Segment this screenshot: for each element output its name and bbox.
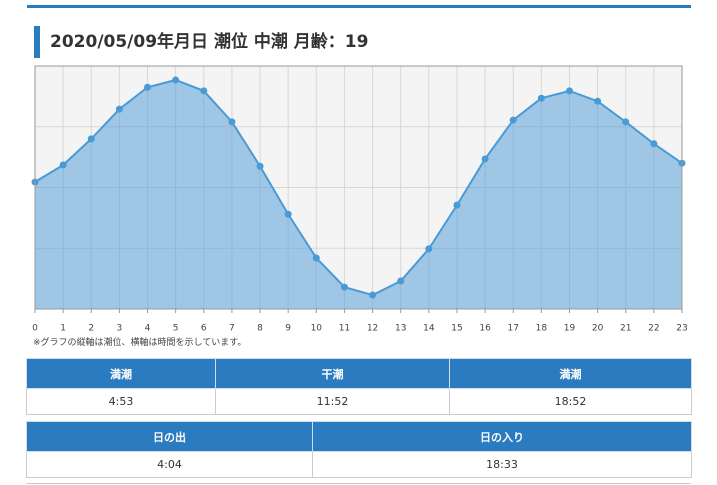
- point: [397, 277, 405, 285]
- point: [87, 135, 95, 143]
- point: [340, 283, 348, 291]
- point: [369, 291, 377, 299]
- point: [481, 155, 489, 163]
- x-tick-label: 10: [311, 324, 323, 334]
- point: [537, 94, 545, 102]
- tide-table: 満潮 干潮 満潮 4:53 11:52 18:52: [26, 358, 692, 415]
- x-tick-label: 14: [423, 324, 435, 334]
- page-title: 2020/05/09年月日 潮位 中潮 月齢：19: [34, 26, 368, 58]
- point: [59, 161, 67, 169]
- point: [284, 210, 292, 218]
- x-tick-label: 3: [117, 324, 123, 334]
- point: [144, 83, 152, 91]
- divider: [26, 483, 691, 484]
- x-tick-label: 22: [648, 324, 659, 334]
- x-tick-label: 6: [201, 324, 207, 334]
- x-tick-label: 17: [507, 324, 518, 334]
- point: [565, 87, 573, 95]
- x-tick-label: 11: [339, 324, 350, 334]
- point: [509, 116, 517, 124]
- point: [425, 245, 433, 253]
- point: [115, 105, 123, 113]
- plot-border: [34, 65, 683, 310]
- point: [622, 118, 630, 126]
- table-header: 日の入り: [312, 421, 692, 452]
- chart-note: ※グラフの縦軸は潮位、横軸は時間を示しています。: [33, 338, 247, 348]
- line: [34, 78, 683, 297]
- point: [650, 140, 658, 148]
- table-header: 満潮: [449, 358, 692, 389]
- table-header: 満潮: [26, 358, 216, 389]
- area: [35, 79, 682, 309]
- table-header: 日の出: [26, 421, 313, 452]
- x-tick-label: 20: [592, 324, 604, 334]
- x-tick-label: 2: [88, 324, 94, 334]
- table-cell: 4:53: [26, 388, 216, 415]
- table-cell: 18:33: [312, 451, 692, 478]
- point: [172, 76, 180, 84]
- x-tick-label: 13: [395, 324, 406, 334]
- x-tick-label: 16: [479, 324, 491, 334]
- table-cell: 4:04: [26, 451, 313, 478]
- x-tick-label: 0: [32, 324, 38, 334]
- point: [312, 254, 320, 262]
- x-tick-label: 9: [285, 324, 291, 334]
- point: [200, 87, 208, 95]
- point: [594, 97, 602, 105]
- x-tick-label: 23: [676, 324, 687, 334]
- x-tick-label: 1: [60, 324, 66, 334]
- x-tick-label: 21: [620, 324, 631, 334]
- x-tick-label: 19: [564, 324, 576, 334]
- table-header: 干潮: [215, 358, 450, 389]
- x-tick-label: 18: [536, 324, 548, 334]
- x-tick-label: 5: [173, 324, 179, 334]
- point: [453, 201, 461, 209]
- point: [228, 118, 236, 126]
- top-bar: [27, 5, 691, 8]
- x-tick-label: 7: [229, 324, 235, 334]
- table-cell: 18:52: [449, 388, 692, 415]
- point: [256, 162, 264, 170]
- x-tick-label: 12: [367, 324, 378, 334]
- sun-table: 日の出 日の入り 4:04 18:33: [26, 421, 692, 478]
- x-tick-label: 8: [257, 324, 263, 334]
- x-tick-label: 15: [451, 324, 462, 334]
- table-cell: 11:52: [215, 388, 450, 415]
- chart: 0 1 2 3 4 5 6 7 8 9 10 11 12 13 14 15 16 17 18 19 20 21 22 23: [31, 65, 688, 334]
- x-tick-label: 4: [145, 324, 151, 334]
